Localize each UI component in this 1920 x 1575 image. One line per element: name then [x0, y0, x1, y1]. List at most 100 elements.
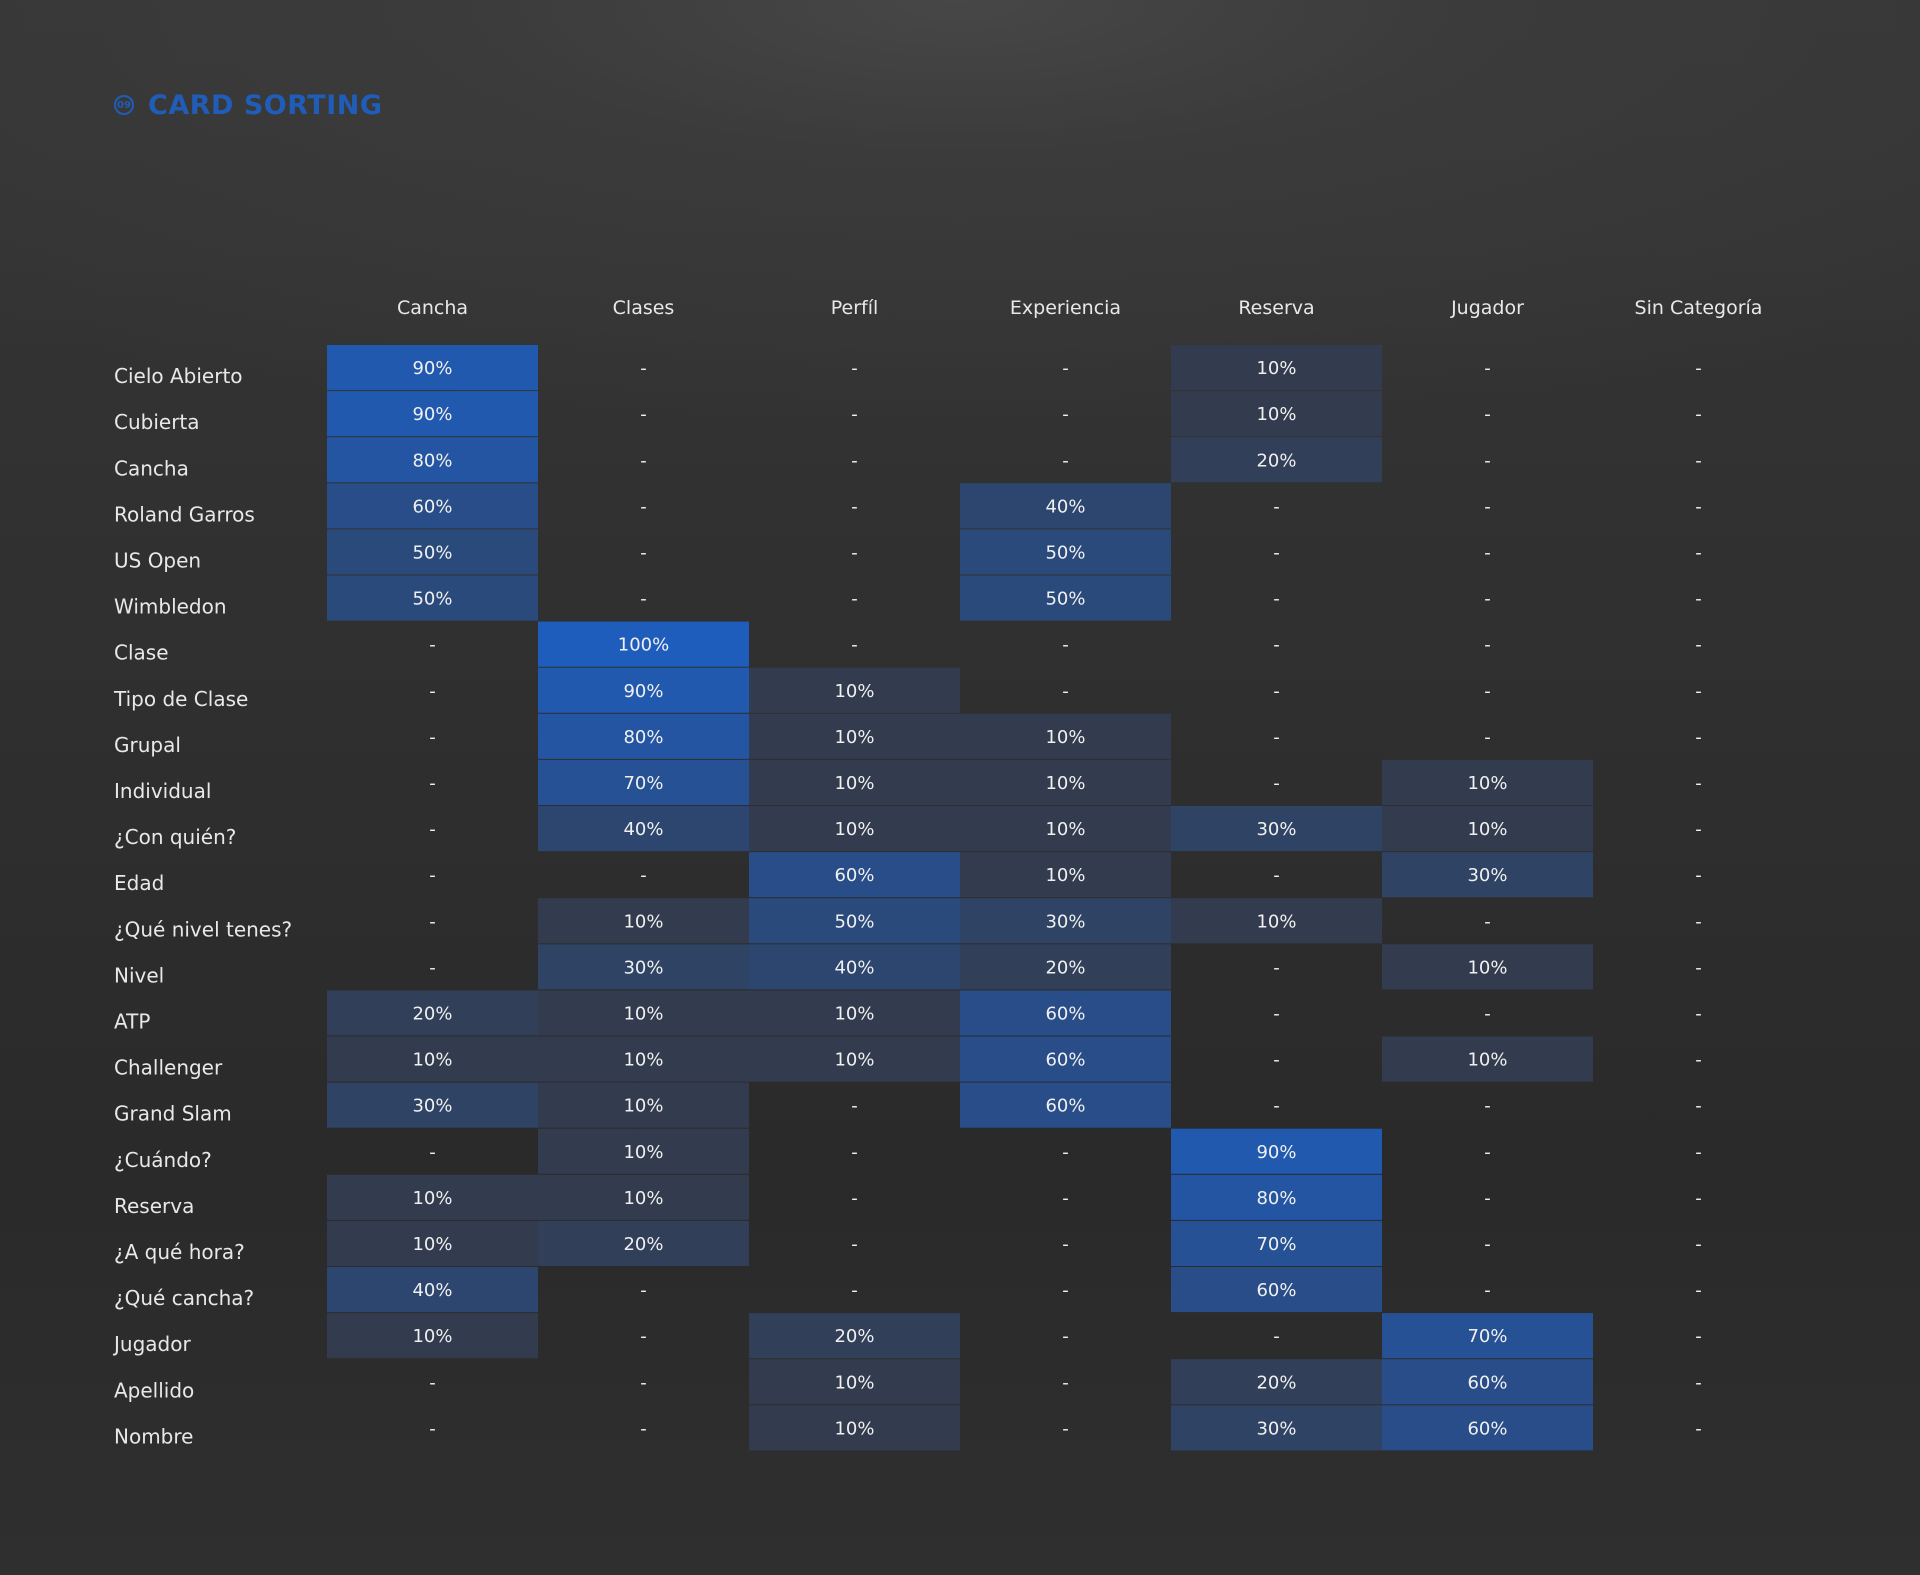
heatmap-cell: [538, 759, 749, 805]
heatmap-cell: [749, 759, 960, 805]
cell-empty-label: -: [1273, 727, 1280, 748]
cell-empty-label: -: [640, 450, 647, 471]
cell-empty-label: -: [1695, 773, 1702, 794]
heatmap-cell: [538, 1174, 749, 1220]
cell-empty-label: -: [1273, 773, 1280, 794]
cell-value-label: 30%: [1467, 865, 1507, 886]
cell-empty-label: -: [1484, 1188, 1491, 1209]
cell-value-label: 20%: [412, 1003, 452, 1024]
cell-empty-label: -: [1695, 358, 1702, 379]
cell-empty-label: -: [1062, 450, 1069, 471]
cell-value-label: 10%: [623, 911, 663, 932]
cell-value-label: 50%: [834, 911, 874, 932]
cell-empty-label: -: [1273, 635, 1280, 656]
cell-value-label: 60%: [1256, 1280, 1296, 1301]
cell-empty-label: -: [851, 1234, 858, 1255]
cell-value-label: 10%: [1467, 819, 1507, 840]
heatmap-cell: [960, 990, 1171, 1036]
cell-value-label: 70%: [1256, 1234, 1296, 1255]
heatmap-cell: [960, 1036, 1171, 1082]
cell-empty-label: -: [1695, 404, 1702, 425]
heatmap-cell: [960, 759, 1171, 805]
row-label-nivel: Nivel: [114, 963, 164, 987]
cell-empty-label: -: [640, 404, 647, 425]
cell-value-label: 40%: [623, 819, 663, 840]
heatmap-cell: [960, 806, 1171, 852]
row-label-nombre: Nombre: [114, 1424, 193, 1448]
cell-value-label: 10%: [1045, 727, 1085, 748]
cell-empty-label: -: [1273, 865, 1280, 886]
heatmap-cell: [749, 713, 960, 759]
cell-value-label: 30%: [412, 1096, 452, 1117]
cell-value-label: 20%: [1045, 957, 1085, 978]
cell-empty-label: -: [851, 1188, 858, 1209]
cell-empty-label: -: [1062, 404, 1069, 425]
heatmap-cell: [749, 898, 960, 944]
heatmap-cell: [1171, 391, 1382, 437]
cell-value-label: 70%: [623, 773, 663, 794]
heatmap-cell: [1171, 437, 1382, 483]
cell-value-label: 10%: [1045, 865, 1085, 886]
cell-empty-label: -: [1062, 1142, 1069, 1163]
cell-empty-label: -: [1695, 1142, 1702, 1163]
cell-value-label: 10%: [1467, 773, 1507, 794]
cell-empty-label: -: [1062, 681, 1069, 702]
cell-value-label: 10%: [834, 1418, 874, 1439]
cell-empty-label: -: [640, 1372, 647, 1393]
cell-value-label: 90%: [623, 681, 663, 702]
heatmap-cell: [749, 944, 960, 990]
cell-value-label: 80%: [412, 450, 452, 471]
row-label-que-cancha: ¿Qué cancha?: [114, 1286, 254, 1310]
heatmap-cell: [1171, 806, 1382, 852]
cell-value-label: 10%: [623, 1003, 663, 1024]
cell-empty-label: -: [1273, 589, 1280, 610]
heatmap-cell: [1382, 759, 1593, 805]
column-header-clases: Clases: [613, 297, 675, 319]
row-label-grand-slam: Grand Slam: [114, 1102, 232, 1126]
heatmap-cell: [327, 529, 538, 575]
heatmap-cell: [749, 667, 960, 713]
cell-value-label: 40%: [834, 957, 874, 978]
heatmap-cell: [538, 1220, 749, 1266]
heatmap-cell: [1171, 1220, 1382, 1266]
cell-value-label: 90%: [412, 404, 452, 425]
cell-empty-label: -: [851, 450, 858, 471]
heatmap-cell: [1382, 1405, 1593, 1451]
heatmap-cell: [538, 1128, 749, 1174]
cell-empty-label: -: [1695, 727, 1702, 748]
cell-empty-label: -: [1695, 1372, 1702, 1393]
cell-value-label: 60%: [412, 496, 452, 517]
row-label-cielo-abierto: Cielo Abierto: [114, 364, 243, 388]
cell-value-label: 80%: [1256, 1188, 1296, 1209]
heatmap-cell: [749, 852, 960, 898]
cell-value-label: 50%: [1045, 542, 1085, 563]
cell-empty-label: -: [1484, 496, 1491, 517]
heatmap-cell: [960, 483, 1171, 529]
cell-empty-label: -: [1273, 1326, 1280, 1347]
heatmap-cell: [327, 1313, 538, 1359]
cell-value-label: 10%: [623, 1142, 663, 1163]
heatmap-cell: [1382, 852, 1593, 898]
cell-empty-label: -: [429, 727, 436, 748]
cell-empty-label: -: [1273, 681, 1280, 702]
column-header-sin-categoria: Sin Categoría: [1635, 297, 1763, 319]
cell-value-label: 50%: [1045, 589, 1085, 610]
cell-value-label: 30%: [623, 957, 663, 978]
cell-value-label: 60%: [1045, 1096, 1085, 1117]
cell-empty-label: -: [851, 404, 858, 425]
column-header-cancha: Cancha: [397, 297, 468, 319]
heatmap-cell: [327, 1220, 538, 1266]
cell-empty-label: -: [429, 681, 436, 702]
cell-empty-label: -: [1484, 1096, 1491, 1117]
cell-empty-label: -: [851, 1142, 858, 1163]
heatmap-cell: [1382, 1359, 1593, 1405]
cell-value-label: 20%: [1256, 450, 1296, 471]
column-header-jugador: Jugador: [1450, 297, 1524, 319]
heatmap-cell: [1171, 1174, 1382, 1220]
cell-value-label: 10%: [412, 1050, 452, 1071]
cell-empty-label: -: [1484, 589, 1491, 610]
heatmap-cell: [327, 345, 538, 391]
cell-empty-label: -: [429, 1372, 436, 1393]
cell-empty-label: -: [1695, 1188, 1702, 1209]
